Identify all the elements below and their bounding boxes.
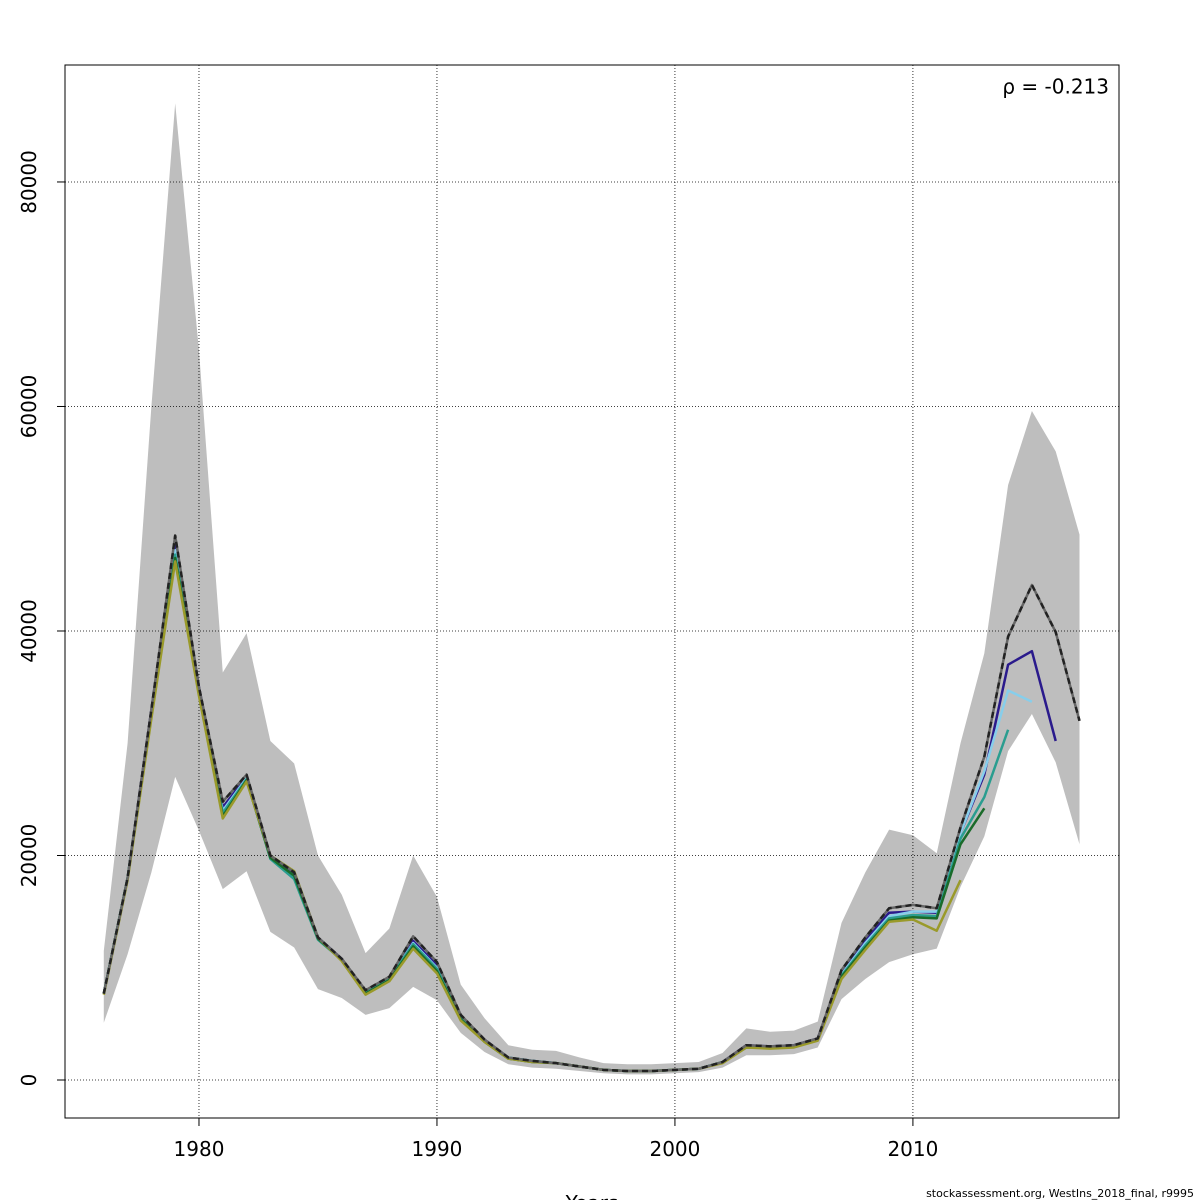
x-axis-label: Years bbox=[565, 1191, 619, 1200]
plot-area bbox=[65, 65, 1119, 1118]
y-tick-label: 60000 bbox=[17, 375, 41, 439]
x-tick-label: 1980 bbox=[174, 1137, 225, 1161]
footer: stockassessment.org, WestIns_2018_final,… bbox=[926, 1187, 1194, 1200]
y-tick-label: 20000 bbox=[17, 824, 41, 888]
y-tick-label: 40000 bbox=[17, 599, 41, 663]
series-line-dashed bbox=[102, 534, 1081, 1073]
plot-frame bbox=[64, 64, 1120, 1119]
y-tick-label: 80000 bbox=[17, 150, 41, 214]
annotation: ρ = -0.213 bbox=[1002, 75, 1109, 99]
x-tick-label: 2000 bbox=[649, 1137, 700, 1161]
y-tick-label: 0 bbox=[17, 1074, 41, 1087]
x-tick-label: 1990 bbox=[412, 1137, 463, 1161]
x-tick-label: 2010 bbox=[887, 1137, 938, 1161]
